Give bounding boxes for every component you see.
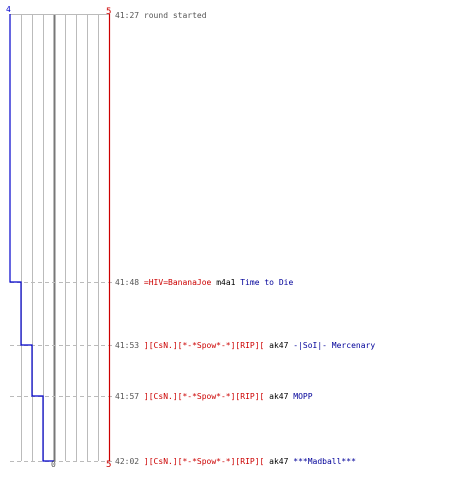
event-time: 41:27 bbox=[115, 11, 140, 20]
event-row-kill: 41:48 =HIV=BananaJoe m4a1 Time to Die bbox=[115, 278, 293, 288]
event-time: 42:02 bbox=[115, 457, 140, 466]
blue-team-step-line bbox=[9, 14, 54, 462]
blue-top-label: 4 bbox=[6, 5, 11, 14]
killer-name: =HIV=BananaJoe bbox=[143, 278, 212, 287]
event-row-kill: 42:02 ][CsN.][*-*Spow*-*][RIP][ ak47 ***… bbox=[115, 457, 356, 467]
victim-name: MOPP bbox=[293, 392, 313, 401]
weapon-name: ak47 bbox=[269, 341, 289, 350]
victim-name: Time to Die bbox=[240, 278, 294, 287]
red-bottom-label: 5 bbox=[106, 460, 111, 470]
killer-name: ][CsN.][*-*Spow*-*][RIP][ bbox=[143, 341, 265, 350]
killer-name: ][CsN.][*-*Spow*-*][RIP][ bbox=[143, 392, 265, 401]
grid-lines bbox=[21, 14, 99, 461]
event-text: round started bbox=[143, 11, 207, 20]
event-time: 41:53 bbox=[115, 341, 140, 350]
weapon-name: ak47 bbox=[269, 457, 289, 466]
victim-name: ***Madball*** bbox=[293, 457, 356, 466]
killer-name: ][CsN.][*-*Spow*-*][RIP][ bbox=[143, 457, 265, 466]
event-time: 41:57 bbox=[115, 392, 140, 401]
event-row-round-start: 41:27 round started bbox=[115, 11, 207, 21]
event-time: 41:48 bbox=[115, 278, 140, 287]
victim-name: -|SoI|- Mercenary bbox=[293, 341, 376, 350]
event-row-kill: 41:57 ][CsN.][*-*Spow*-*][RIP][ ak47 MOP… bbox=[115, 392, 313, 402]
weapon-name: m4a1 bbox=[216, 278, 236, 287]
zero-label: 0 bbox=[51, 460, 56, 469]
red-top-label: 5 bbox=[106, 7, 111, 17]
weapon-name: ak47 bbox=[269, 392, 289, 401]
event-row-kill: 41:53 ][CsN.][*-*Spow*-*][RIP][ ak47 -|S… bbox=[115, 341, 375, 351]
